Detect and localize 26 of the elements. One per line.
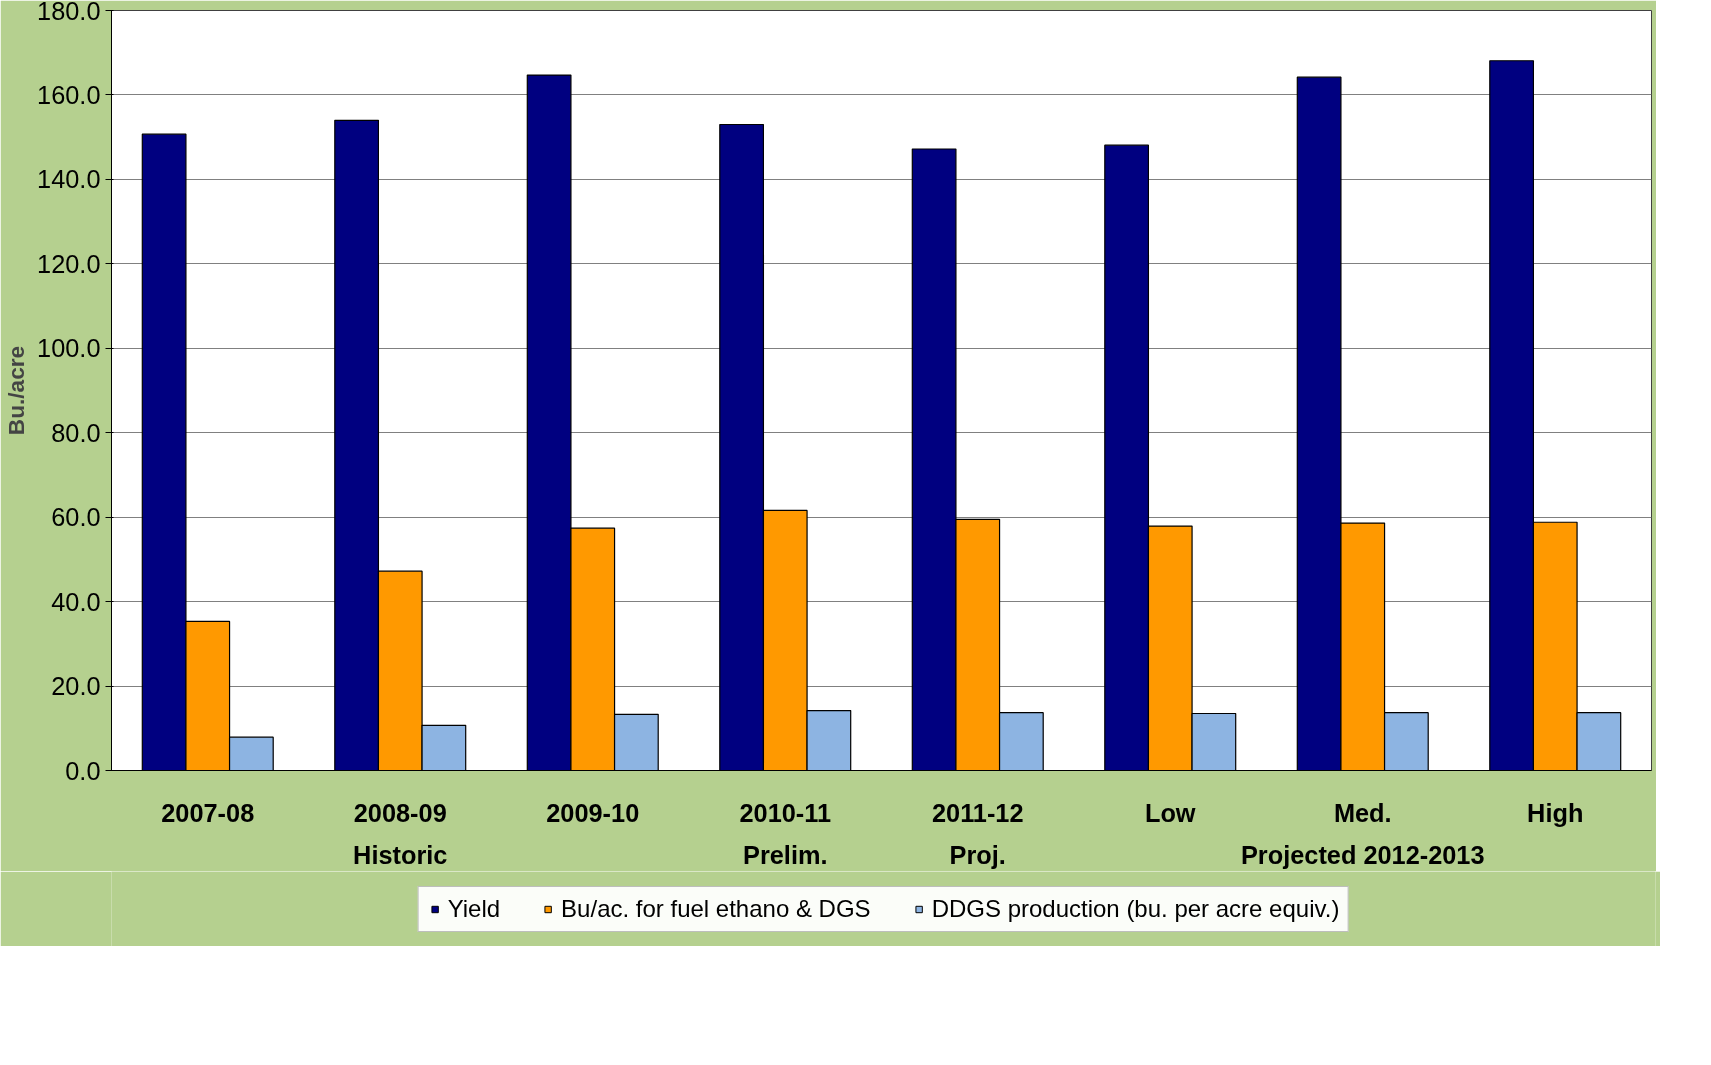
y-axis-title: Bu./acre xyxy=(3,345,30,436)
y-tick-label: 180.0 xyxy=(37,0,101,25)
legend-label: Yield xyxy=(447,894,501,923)
y-tick-label: 60.0 xyxy=(51,503,101,532)
x-tick-label: 2009-10 xyxy=(546,798,640,827)
x-tick-label: 2008-09 xyxy=(353,798,447,827)
y-tick-label: 160.0 xyxy=(37,80,101,109)
text: Projected 2012-2013 xyxy=(1240,840,1485,869)
y-tick-label: 40.0 xyxy=(51,587,101,616)
y-tick-label: 120.0 xyxy=(37,249,101,278)
x-tick-label: Low xyxy=(1144,798,1196,827)
text: Prelim. xyxy=(743,840,828,869)
x-tick-label: 2011-12 xyxy=(931,798,1024,827)
x-tick-label: 2007-08 xyxy=(161,798,255,827)
text: Historic xyxy=(353,840,448,869)
x-tick-label: High xyxy=(1527,798,1584,827)
y-tick-label: 140.0 xyxy=(37,165,101,194)
y-tick-label: 80.0 xyxy=(51,418,101,447)
x-tick-label: Med. xyxy=(1333,798,1392,827)
y-tick-label: 0.0 xyxy=(65,756,101,785)
y-tick-label: 20.0 xyxy=(51,672,101,701)
legend-label: DDGS production (bu. per acre equiv.) xyxy=(931,894,1340,923)
legend-label: Bu/ac. for fuel ethano & DGS xyxy=(561,894,871,923)
x-tick-label: 2010-11 xyxy=(739,798,832,827)
text: Proj. xyxy=(949,840,1006,869)
y-tick-label: 100.0 xyxy=(37,334,101,363)
